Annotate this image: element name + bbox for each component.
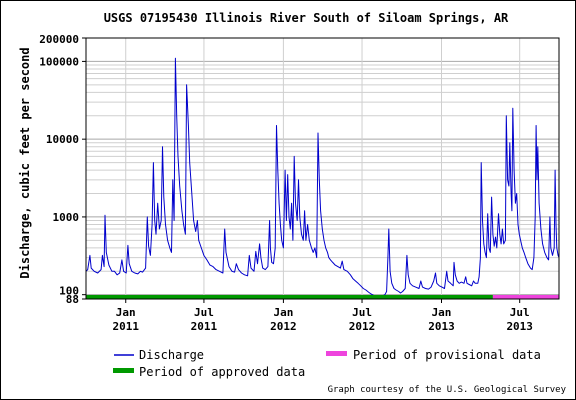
series-group (85, 57, 560, 298)
x-tick-label-year: 2011 (112, 320, 139, 333)
y-axis-label: Discharge, cubic feet per second (18, 47, 32, 278)
x-tick-label-year: 2012 (270, 320, 297, 333)
x-tick-label-year: 2011 (191, 320, 218, 333)
x-tick-label-year: 2013 (506, 320, 533, 333)
chart-title: USGS 07195430 Illinois River South of Si… (104, 11, 509, 25)
credit-text: Graph courtesy of the U.S. Geological Su… (328, 385, 567, 395)
y-tick-label: 200000 (39, 33, 79, 46)
plot-area (86, 38, 559, 299)
y-tick-label: 10000 (46, 133, 79, 146)
x-tick-label-month: Jul (352, 306, 372, 319)
y-tick-label: 88 (66, 293, 79, 306)
approved-period-bar (86, 295, 493, 299)
legend: Discharge Period of provisional data Per… (113, 348, 541, 379)
y-tick-label: 100 (59, 285, 79, 298)
x-tick-label-year: 2012 (349, 320, 376, 333)
x-axis-ticks: Jan2011Jul2011Jan2012Jul2012Jan2013Jul20… (112, 299, 533, 333)
provisional-period-bar (492, 295, 559, 299)
legend-discharge-label: Discharge (139, 348, 204, 362)
legend-approved-swatch (113, 368, 134, 373)
x-tick-label-month: Jul (194, 306, 214, 319)
series-line-discharge (85, 57, 560, 298)
x-tick-label-month: Jan (116, 306, 136, 319)
x-tick-label-month: Jan (432, 306, 452, 319)
x-tick-label-year: 2013 (428, 320, 455, 333)
legend-provisional-label: Period of provisional data (353, 348, 541, 362)
legend-approved-label: Period of approved data (139, 365, 305, 379)
legend-provisional-swatch (326, 351, 347, 356)
period-bars (86, 295, 559, 299)
y-tick-label: 1000 (53, 211, 80, 224)
y-tick-label: 100000 (39, 55, 79, 68)
x-tick-label-month: Jan (273, 306, 293, 319)
x-tick-label-month: Jul (510, 306, 530, 319)
plot-border (85, 37, 560, 300)
